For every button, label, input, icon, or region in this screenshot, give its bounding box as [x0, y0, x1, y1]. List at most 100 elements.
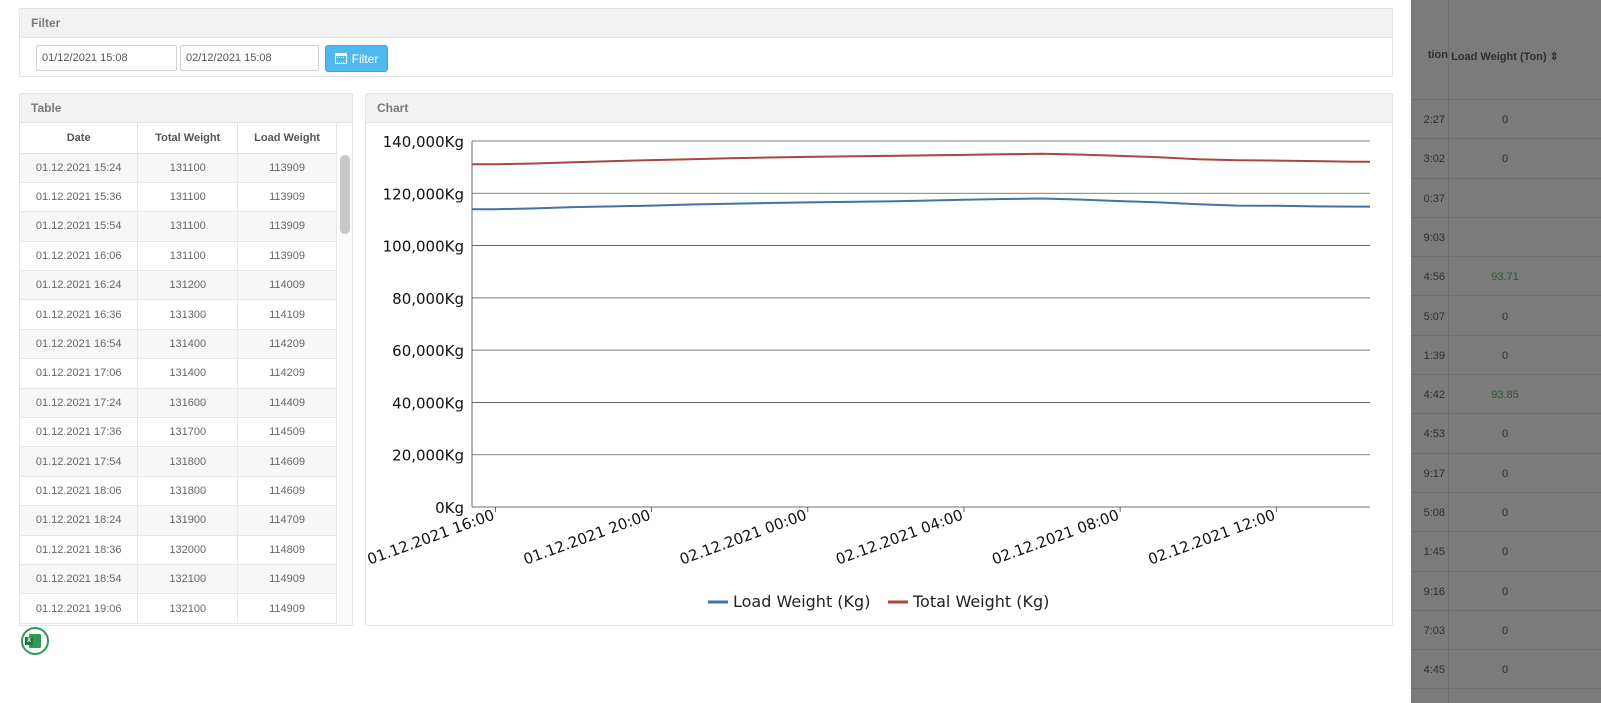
cell-total-weight: 132000 — [137, 535, 239, 565]
background-header-1: tion — [1427, 49, 1448, 61]
cell-total-weight: 131800 — [137, 446, 239, 477]
background-row: 9:16 0 — [1411, 572, 1601, 611]
table-row[interactable]: 01.12.2021 17:24 131600 114409 — [20, 388, 337, 419]
background-row: 0:37 — [1411, 179, 1601, 218]
cell-date: 01.12.2021 16:36 — [20, 299, 139, 330]
calendar-icon — [334, 53, 347, 64]
background-row: 1:45 0 — [1411, 532, 1601, 572]
background-cell-time: 9:17 — [1423, 467, 1445, 480]
table-row[interactable]: 01.12.2021 16:24 131200 114009 — [20, 270, 337, 301]
background-column-divider — [1448, 0, 1449, 703]
x-tick-label: 02.12.2021 04:00 — [833, 506, 965, 569]
background-cell-load-weight: 0 — [1501, 585, 1509, 598]
excel-export-button[interactable]: X — [21, 627, 49, 655]
legend-label: Total Weight (Kg) — [912, 592, 1049, 611]
background-cell-time: 7:03 — [1423, 624, 1445, 637]
background-cell-time: 5:08 — [1423, 507, 1445, 519]
cell-total-weight: 132100 — [137, 564, 239, 595]
table-row[interactable]: 01.12.2021 17:06 131400 114209 — [20, 358, 337, 389]
cell-total-weight: 131800 — [137, 476, 239, 507]
to-date-input[interactable] — [180, 45, 319, 71]
table-row[interactable]: 01.12.2021 19:06 132100 114909 — [20, 593, 337, 624]
table-row[interactable]: 01.12.2021 17:54 131800 114609 — [20, 446, 337, 477]
cell-date: 01.12.2021 18:36 — [20, 535, 139, 565]
table-row[interactable]: 01.12.2021 18:36 132000 114809 — [20, 535, 337, 565]
legend-label: Load Weight (Kg) — [733, 592, 870, 611]
cell-load-weight: 113909 — [237, 241, 337, 272]
background-cell-time: 5:07 — [1423, 310, 1445, 323]
from-date-input[interactable] — [36, 45, 177, 71]
background-cell-time: 9:16 — [1423, 585, 1445, 598]
background-cell-load-weight: 0 — [1501, 349, 1509, 362]
table-row[interactable]: 01.12.2021 15:24 131100 113909 — [20, 153, 337, 183]
cell-date: 01.12.2021 19:06 — [20, 593, 139, 624]
table-row[interactable]: 01.12.2021 15:54 131100 113909 — [20, 211, 337, 242]
x-tick-label: 02.12.2021 12:00 — [1146, 506, 1278, 569]
background-row: 1:39 0 — [1411, 336, 1601, 376]
background-cell-load-weight: 0 — [1501, 507, 1509, 519]
background-row: 4:53 0 — [1411, 414, 1601, 454]
background-cell-load-weight: 0 — [1501, 664, 1509, 677]
background-row: 3:02 0 — [1411, 139, 1601, 179]
cell-total-weight: 132100 — [137, 593, 239, 624]
background-cell-load-weight: 0 — [1501, 546, 1509, 559]
table-row[interactable]: 01.12.2021 15:36 131100 113909 — [20, 182, 337, 213]
cell-load-weight: 113909 — [237, 153, 337, 183]
y-tick-label: 20,000Kg — [392, 447, 464, 465]
table-row[interactable]: 01.12.2021 16:36 131300 114109 — [20, 299, 337, 330]
table-row[interactable]: 01.12.2021 16:06 131100 113909 — [20, 241, 337, 272]
cell-load-weight: 114709 — [237, 505, 337, 536]
background-cell-time: 2:27 — [1423, 114, 1445, 126]
table-panel: Table Date Total Weight Load Weight 01.1… — [19, 93, 353, 626]
background-cell-load-weight: 0 — [1501, 114, 1509, 126]
header-date[interactable]: Date — [20, 123, 139, 154]
background-row: 7:03 0 — [1411, 611, 1601, 651]
y-tick-label: 0Kg — [435, 499, 464, 517]
cell-date: 01.12.2021 16:54 — [20, 329, 139, 360]
cell-total-weight: 131100 — [137, 153, 239, 183]
background-header-load-weight: Load Weight (Ton) ⇕ — [1451, 51, 1559, 63]
cell-total-weight: 131400 — [137, 358, 239, 389]
cell-load-weight: 114809 — [237, 535, 337, 565]
header-load-weight[interactable]: Load Weight — [237, 123, 337, 154]
filter-button-label: Filter — [351, 51, 379, 66]
background-row: 2:27 0 — [1411, 100, 1601, 140]
background-cell-time: 4:45 — [1423, 664, 1445, 677]
cell-date: 01.12.2021 16:06 — [20, 241, 139, 272]
background-cell-load-weight: 93.85 — [1491, 389, 1519, 402]
filter-panel-title: Filter — [20, 9, 1392, 38]
table-row[interactable]: 01.12.2021 16:54 131400 114209 — [20, 329, 337, 360]
header-total-weight[interactable]: Total Weight — [137, 123, 239, 154]
table-row[interactable]: 01.12.2021 17:36 131700 114509 — [20, 417, 337, 448]
background-cell-time: 1:39 — [1423, 349, 1445, 362]
background-table-header: tion Load Weight (Ton) ⇕ — [1411, 0, 1601, 100]
cell-load-weight: 114209 — [237, 358, 337, 389]
y-tick-label: 120,000Kg — [383, 185, 464, 203]
cell-date: 01.12.2021 17:54 — [20, 446, 139, 477]
cell-load-weight: 114409 — [237, 388, 337, 419]
background-cell-time: 4:42 — [1423, 389, 1445, 402]
background-cell-load-weight: 0 — [1501, 310, 1509, 323]
y-tick-label: 60,000Kg — [392, 342, 464, 360]
cell-date: 01.12.2021 18:24 — [20, 505, 139, 536]
filter-panel: Filter Filter — [19, 8, 1393, 77]
table-scrollbar-thumb[interactable] — [340, 155, 350, 234]
filter-button[interactable]: Filter — [325, 45, 388, 72]
table-panel-title: Table — [20, 94, 352, 123]
table-scrollbar-track[interactable] — [338, 154, 352, 625]
table-row[interactable]: 01.12.2021 18:06 131800 114609 — [20, 476, 337, 507]
x-tick-label: 02.12.2021 00:00 — [677, 506, 809, 569]
cell-total-weight: 131100 — [137, 182, 239, 213]
table-row[interactable]: 01.12.2021 18:54 132100 114909 — [20, 564, 337, 595]
background-row: 4:42 93.85 — [1411, 375, 1601, 415]
cell-load-weight: 114609 — [237, 476, 337, 507]
chart-panel-title: Chart — [366, 94, 1392, 123]
cell-date: 01.12.2021 15:24 — [20, 153, 139, 183]
background-cell-load-weight: 0 — [1501, 428, 1509, 441]
background-cell-time: 9:03 — [1423, 231, 1445, 244]
table-row[interactable]: 01.12.2021 18:24 131900 114709 — [20, 505, 337, 536]
cell-date: 01.12.2021 17:24 — [20, 388, 139, 419]
background-cell-load-weight: 0 — [1501, 624, 1509, 637]
y-tick-label: 100,000Kg — [383, 238, 464, 256]
weights-table: Date Total Weight Load Weight 01.12.2021… — [20, 123, 337, 624]
